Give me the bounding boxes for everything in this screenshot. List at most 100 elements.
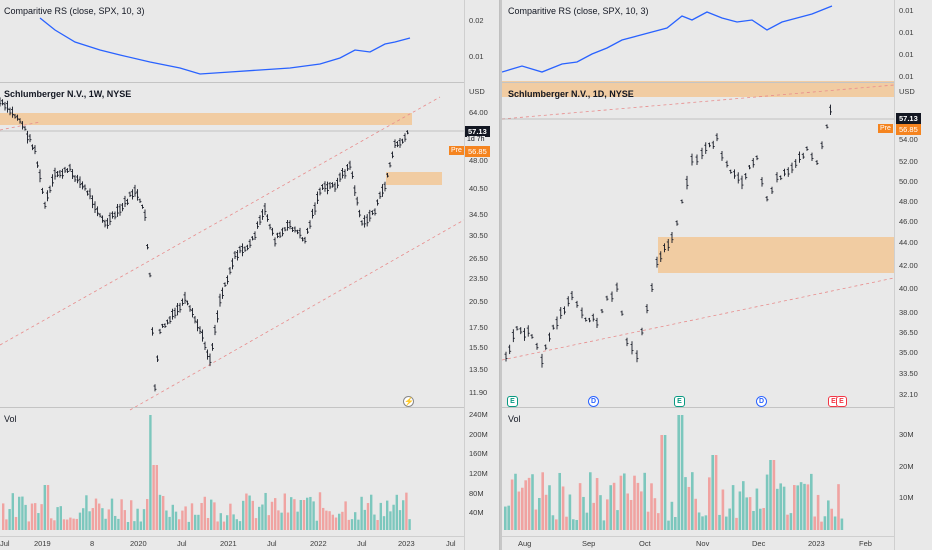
volume-bar — [578, 483, 582, 530]
right-price-tick: 42.00 — [899, 261, 918, 270]
right-earnings-event-icon[interactable]: E — [836, 396, 847, 407]
volume-bar — [338, 513, 341, 530]
volume-bar — [366, 503, 370, 530]
volume-bar — [146, 499, 149, 530]
left-bar-countdown: 1d 7h — [467, 136, 485, 143]
volume-bar — [114, 515, 117, 530]
volume-bar — [78, 512, 82, 530]
volume-bar — [56, 507, 59, 530]
left-chart-canvas[interactable] — [0, 0, 500, 550]
right-volume-label[interactable]: Vol — [508, 414, 521, 424]
volume-bar — [373, 514, 376, 530]
volume-bar — [309, 496, 312, 530]
right-price-tick: 35.00 — [899, 348, 918, 357]
right-chart-panel[interactable]: Comparitive RS (close, SPX, 10, 3) Schlu… — [502, 0, 932, 550]
volume-bar — [759, 508, 762, 530]
volume-bar — [101, 508, 104, 530]
support-resistance-zone — [502, 81, 894, 97]
volume-bar — [687, 486, 691, 530]
right-pane-separator-2[interactable] — [502, 407, 894, 408]
right-price-tick: 50.00 — [899, 177, 918, 186]
volume-bar — [725, 516, 728, 530]
left-volume-label[interactable]: Vol — [4, 414, 17, 424]
volume-bar — [541, 472, 544, 530]
left-pane-separator-2[interactable] — [0, 407, 464, 408]
volume-bar — [575, 519, 578, 530]
volume-bar — [833, 516, 837, 530]
right-currency-label: USD — [899, 87, 915, 96]
volume-bar — [149, 415, 152, 530]
volume-bar — [72, 518, 75, 530]
left-time-tick: 2023 — [398, 539, 415, 548]
right-chart-canvas[interactable] — [502, 0, 932, 550]
left-rs-indicator-label[interactable]: Comparitive RS (close, SPX, 10, 3) — [4, 6, 145, 16]
volume-bar — [534, 509, 538, 530]
right-rs-indicator-label[interactable]: Comparitive RS (close, SPX, 10, 3) — [508, 6, 649, 16]
volume-bar — [521, 487, 524, 530]
right-symbol-label[interactable]: Schlumberger N.V., 1D, NYSE — [508, 89, 634, 99]
support-resistance-zone — [386, 172, 442, 185]
left-pane-separator-1[interactable] — [0, 82, 464, 83]
volume-bar — [168, 516, 171, 530]
right-time-axis[interactable]: Aug Sep Oct Nov Dec 2023 Feb — [502, 536, 894, 550]
left-time-tick: Jul — [267, 539, 277, 548]
left-time-tick: Jul — [357, 539, 367, 548]
volume-bar — [721, 489, 725, 530]
volume-bar — [280, 512, 283, 530]
panel-divider[interactable] — [500, 0, 502, 550]
right-earnings-event-icon[interactable]: E — [507, 396, 518, 407]
volume-bar — [107, 509, 110, 530]
right-dividend-event-icon[interactable]: D — [756, 396, 767, 407]
right-earnings-event-icon[interactable]: E — [674, 396, 685, 407]
left-time-axis[interactable]: Jul 2019 8 2020 Jul 2021 Jul 2022 Jul 20… — [0, 536, 464, 550]
left-price-axis[interactable]: 0.02 0.01 USD 64.00 48.00 40.50 34.50 30… — [464, 0, 499, 550]
volume-bar — [657, 513, 660, 530]
volume-bar — [293, 499, 296, 530]
volume-bar — [769, 460, 772, 530]
left-symbol-label[interactable]: Schlumberger N.V., 1W, NYSE — [4, 89, 132, 99]
left-time-tick: Jul — [177, 539, 187, 548]
volume-bar — [772, 460, 776, 530]
right-time-tick: Nov — [696, 539, 710, 548]
volume-bar — [53, 520, 56, 530]
right-time-tick: Dec — [752, 539, 766, 548]
right-dividend-event-icon[interactable]: D — [588, 396, 599, 407]
left-last-price-tag: 57.13 — [465, 126, 490, 137]
volume-bar — [325, 510, 328, 530]
left-time-tick: 2022 — [310, 539, 327, 548]
left-currency-label: USD — [469, 87, 485, 96]
volume-bar — [735, 517, 738, 530]
right-pane-separator-1[interactable] — [502, 82, 894, 83]
volume-bar — [299, 500, 302, 530]
volume-bar — [274, 498, 277, 530]
right-rs-tick: 0.01 — [899, 50, 914, 59]
right-time-tick: Sep — [582, 539, 596, 548]
volume-bar — [742, 481, 745, 530]
volume-bar — [779, 483, 782, 530]
volume-bar — [398, 510, 402, 530]
volume-bar — [674, 517, 677, 530]
volume-bar — [697, 512, 701, 530]
volume-bar — [203, 496, 206, 530]
volume-bar — [595, 478, 599, 530]
volume-bar — [258, 506, 261, 530]
volume-bar — [731, 485, 735, 530]
right-time-tick: 2023 — [808, 539, 825, 548]
volume-bar — [510, 479, 514, 530]
left-chart-panel[interactable]: Comparitive RS (close, SPX, 10, 3) Schlu… — [0, 0, 500, 550]
volume-bar — [85, 495, 88, 530]
volume-bar — [194, 514, 197, 530]
volume-bar — [748, 497, 752, 530]
right-rs-tick: 0.01 — [899, 6, 914, 15]
volume-bar — [222, 521, 226, 530]
volume-bar — [245, 493, 248, 530]
right-price-axis[interactable]: 0.01 0.01 0.01 0.01 USD 54.00 52.00 50.0… — [894, 0, 932, 550]
volume-bar — [708, 477, 711, 530]
volume-bar — [59, 506, 62, 530]
volume-bar — [2, 503, 5, 530]
volume-bar — [816, 494, 820, 530]
left-event-icon[interactable]: ⚡ — [403, 396, 414, 407]
volume-bar — [663, 435, 667, 530]
volume-bar — [538, 497, 541, 530]
volume-bar — [370, 494, 373, 530]
